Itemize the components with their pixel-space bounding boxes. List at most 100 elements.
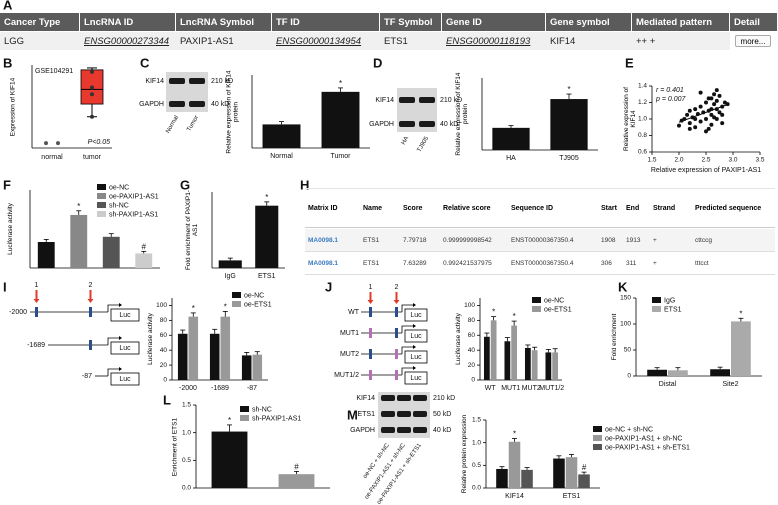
significance-mark: # xyxy=(294,463,299,472)
blot-band xyxy=(413,411,427,417)
promoter xyxy=(401,346,413,354)
site-arrowhead xyxy=(393,300,400,304)
panel-label: B xyxy=(3,55,12,70)
legend-label: ETS1 xyxy=(664,306,682,313)
data-point xyxy=(714,88,719,93)
bar xyxy=(321,91,360,148)
x-tick-label: 3.0 xyxy=(728,157,737,164)
table-cell: ETS1 xyxy=(380,32,442,50)
bar xyxy=(177,333,188,380)
data-point xyxy=(693,125,698,130)
table-header-cell: Predicted sequence xyxy=(692,188,775,228)
more-button[interactable]: more... xyxy=(735,35,771,47)
data-point xyxy=(698,90,703,95)
x-tick-label: HA xyxy=(506,155,516,162)
blot-band xyxy=(413,427,427,433)
band-label: GAPDH xyxy=(139,101,164,108)
table-header-cell: Detail xyxy=(730,13,778,31)
legend-swatch xyxy=(593,435,602,441)
y-tick-label: 150 xyxy=(620,295,631,302)
legend-swatch xyxy=(532,306,541,312)
y-axis-label: Luciferase activity xyxy=(454,313,462,365)
legend-swatch xyxy=(652,297,661,303)
data-point xyxy=(712,92,717,97)
size-label: 40 kD xyxy=(440,121,458,128)
y-tick-label: 20 xyxy=(160,362,168,369)
bar xyxy=(531,350,538,380)
panel-label: C xyxy=(140,55,150,70)
x-tick-label: 2.5 xyxy=(701,157,710,164)
bar xyxy=(483,336,490,380)
table-header-cell: Score xyxy=(400,188,440,228)
table-cell[interactable]: ENSG00000273344 xyxy=(80,32,176,50)
promoter xyxy=(107,368,119,376)
bar xyxy=(668,370,688,376)
blot-band xyxy=(381,427,395,433)
significance-mark: * xyxy=(224,303,227,312)
x-tick-label: WT xyxy=(485,385,497,392)
legend-label: IgG xyxy=(664,297,675,304)
bar xyxy=(565,457,578,488)
y-tick-label: 100 xyxy=(464,302,475,309)
y-tick-label: 100 xyxy=(620,321,631,328)
x-tick-label: Normal xyxy=(270,153,293,160)
data-point xyxy=(685,112,690,117)
data-point xyxy=(709,122,714,127)
bar xyxy=(209,333,220,380)
data-point xyxy=(720,112,725,117)
band-label: KIF14 xyxy=(356,395,375,402)
reporter-label: Luc xyxy=(119,345,131,352)
table-cell[interactable]: ENSG00000118193 xyxy=(442,32,546,50)
blot-band xyxy=(397,427,411,433)
binding-site xyxy=(395,307,398,317)
table-cell[interactable]: ENSG00000134954 xyxy=(272,32,380,50)
binding-site xyxy=(395,349,398,359)
reporter-box xyxy=(110,372,140,386)
reporter-box xyxy=(404,371,428,385)
table-cell: LGG xyxy=(0,32,80,50)
panel-label: A xyxy=(3,0,13,12)
x-axis-label: Relative expression of PAXIP1-AS1 xyxy=(651,167,761,174)
legend-swatch xyxy=(240,406,249,412)
legend-label: oe-NC + sh-NC xyxy=(605,426,653,433)
table-cell[interactable]: MA0098.1 xyxy=(305,229,360,252)
blot-band xyxy=(189,101,205,107)
table-cell: 1908 xyxy=(598,229,623,252)
table-cell[interactable]: MA0098.1 xyxy=(305,252,360,275)
x-tick-label: MUT2 xyxy=(522,385,541,392)
y-axis-label: Fold enrichment xyxy=(610,313,618,361)
significance-mark: # xyxy=(582,463,587,472)
blot-band xyxy=(413,395,427,401)
bar xyxy=(188,316,199,380)
bar xyxy=(492,127,530,150)
table-cell: 7.63289 xyxy=(400,252,440,275)
chart-title: GSE104291 xyxy=(35,68,73,75)
data-point xyxy=(704,129,708,134)
data-point xyxy=(704,100,708,105)
bar xyxy=(490,320,497,380)
data-point xyxy=(706,126,711,131)
bar xyxy=(218,260,242,268)
data-point xyxy=(717,93,722,98)
legend-swatch xyxy=(232,292,241,298)
legend-swatch xyxy=(593,426,602,432)
y-axis-label: Expression of KIF14 xyxy=(8,77,16,136)
band-label: GAPDH xyxy=(350,427,375,434)
legend-label: oe-PAXIP1-AS1 + sh-NC xyxy=(605,435,683,442)
bar xyxy=(508,441,521,488)
legend-label: sh-PAXIP1-AS1 xyxy=(252,415,301,422)
promoter xyxy=(401,325,413,333)
site-arrowhead xyxy=(33,299,40,303)
binding-site xyxy=(369,349,372,359)
x-tick-label: ETS1 xyxy=(258,273,276,280)
site-number: 1 xyxy=(35,282,39,289)
band-label: KIF14 xyxy=(145,78,164,85)
data-point xyxy=(725,102,730,107)
table-cell: 0.999999998542 xyxy=(440,229,508,252)
binding-site xyxy=(369,307,372,317)
annotation: r = 0.401 xyxy=(656,87,684,94)
lane-label: Normal xyxy=(165,115,180,135)
site-number: 1 xyxy=(369,284,373,291)
table-header-cell: Start xyxy=(598,188,623,228)
